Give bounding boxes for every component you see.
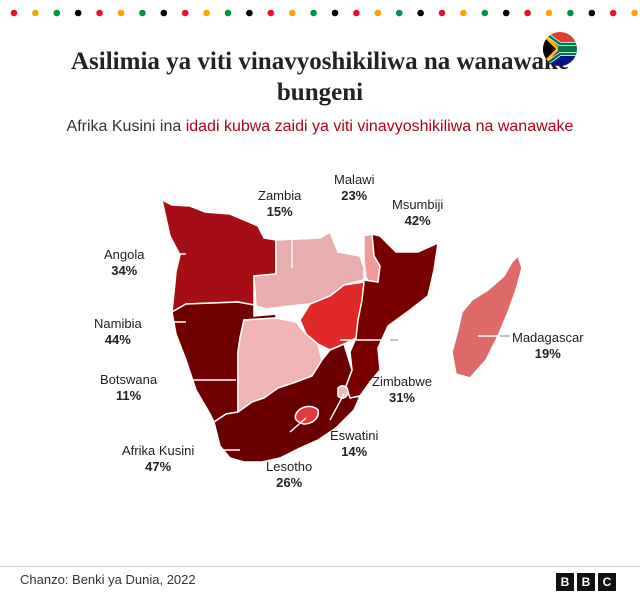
source-note: Chanzo: Benki ya Dunia, 2022 bbox=[20, 572, 196, 587]
decorative-dot bbox=[502, 9, 510, 17]
label-south-africa: Afrika Kusini 47% bbox=[122, 443, 194, 475]
label-mozambique-value: 42% bbox=[404, 213, 431, 228]
country-zambia bbox=[253, 230, 365, 310]
label-malawi-name: Malawi bbox=[334, 172, 375, 187]
country-lesotho bbox=[294, 405, 320, 425]
decorative-dot bbox=[160, 9, 168, 17]
decorative-dot bbox=[267, 9, 275, 17]
decorative-dot bbox=[10, 9, 18, 17]
label-eswatini-value: 14% bbox=[341, 444, 368, 459]
label-angola-name: Angola bbox=[104, 247, 145, 262]
label-lesotho-name: Lesotho bbox=[266, 459, 313, 474]
country-eswatini bbox=[337, 385, 349, 399]
label-eswatini: Eswatini 14% bbox=[330, 428, 378, 460]
subtitle-highlight: idadi kubwa zaidi ya viti vinavyoshikili… bbox=[185, 118, 574, 135]
label-botswana-name: Botswana bbox=[100, 372, 158, 387]
label-zambia-name: Zambia bbox=[258, 188, 302, 203]
decorative-dot bbox=[53, 9, 61, 17]
decorative-dot bbox=[460, 9, 467, 17]
label-botswana: Botswana 11% bbox=[100, 372, 157, 404]
decorative-dot bbox=[310, 9, 317, 17]
decorative-dot bbox=[224, 9, 232, 17]
label-zimbabwe-name: Zimbabwe bbox=[372, 374, 432, 389]
label-angola-value: 34% bbox=[111, 263, 138, 278]
label-madagascar-value: 19% bbox=[534, 346, 561, 361]
label-madagascar-name: Madagascar bbox=[512, 330, 584, 345]
bbc-logo-letter: C bbox=[598, 573, 616, 591]
decorative-dot bbox=[203, 9, 210, 17]
decorative-dot bbox=[545, 9, 553, 17]
label-lesotho: Lesotho 26% bbox=[266, 459, 312, 491]
label-mozambique-name: Msumbiji bbox=[392, 197, 444, 212]
decorative-dot bbox=[96, 9, 103, 17]
label-south-africa-value: 47% bbox=[145, 459, 172, 474]
label-malawi: Malawi 23% bbox=[334, 172, 374, 204]
label-zambia: Zambia 15% bbox=[258, 188, 301, 220]
decorative-dot bbox=[74, 9, 82, 17]
decorative-dot bbox=[139, 9, 146, 17]
label-namibia-name: Namibia bbox=[94, 316, 142, 331]
label-botswana-value: 11% bbox=[115, 388, 142, 403]
label-angola: Angola 34% bbox=[104, 247, 144, 279]
decorative-dot bbox=[631, 9, 638, 17]
country-angola bbox=[160, 198, 277, 314]
decorative-dot bbox=[588, 9, 596, 17]
decorative-dot bbox=[609, 9, 617, 17]
leader-lines-outer bbox=[390, 335, 510, 341]
label-namibia-value: 44% bbox=[104, 332, 131, 347]
decorative-dot bbox=[395, 9, 403, 17]
decorative-dot bbox=[417, 9, 424, 17]
southern-africa-map bbox=[160, 198, 523, 463]
chart-subtitle: Afrika Kusini ina idadi kubwa zaidi ya v… bbox=[60, 116, 580, 138]
decorative-dot bbox=[374, 9, 382, 17]
decorative-dot bbox=[288, 9, 296, 17]
label-malawi-value: 23% bbox=[341, 188, 368, 203]
bbc-logo-letter: B bbox=[577, 573, 595, 591]
label-eswatini-name: Eswatini bbox=[330, 428, 379, 443]
south-africa-flag-icon bbox=[543, 32, 577, 66]
label-lesotho-value: 26% bbox=[276, 475, 303, 490]
decorative-dot bbox=[246, 9, 253, 17]
subtitle-text: Afrika Kusini ina bbox=[66, 118, 186, 135]
decorative-dot bbox=[32, 9, 39, 17]
decorative-dot bbox=[353, 9, 360, 17]
decorative-dot bbox=[438, 9, 446, 17]
bbc-logo: B B C bbox=[556, 573, 616, 591]
decorative-dot bbox=[181, 9, 189, 17]
country-madagascar bbox=[451, 254, 523, 379]
leader-lines bbox=[165, 200, 500, 451]
label-zimbabwe-value: 31% bbox=[388, 390, 415, 405]
label-namibia: Namibia 44% bbox=[94, 316, 142, 348]
label-south-africa-name: Afrika Kusini bbox=[122, 443, 195, 458]
footer-divider bbox=[0, 566, 640, 567]
decorative-dot-row bbox=[10, 9, 638, 17]
bbc-logo-letter: B bbox=[556, 573, 574, 591]
label-madagascar: Madagascar 19% bbox=[512, 330, 584, 362]
decorative-dot bbox=[481, 9, 489, 17]
decorative-dot bbox=[331, 9, 339, 17]
country-zimbabwe bbox=[299, 281, 365, 351]
decorative-dot bbox=[117, 9, 125, 17]
decorative-dot bbox=[567, 9, 574, 17]
label-zambia-value: 15% bbox=[266, 204, 293, 219]
label-zimbabwe: Zimbabwe 31% bbox=[372, 374, 432, 406]
decorative-dot bbox=[524, 9, 531, 17]
chart-title: Asilimia ya viti vinavyoshikiliwa na wan… bbox=[71, 48, 569, 106]
label-mozambique: Msumbiji 42% bbox=[392, 197, 443, 229]
